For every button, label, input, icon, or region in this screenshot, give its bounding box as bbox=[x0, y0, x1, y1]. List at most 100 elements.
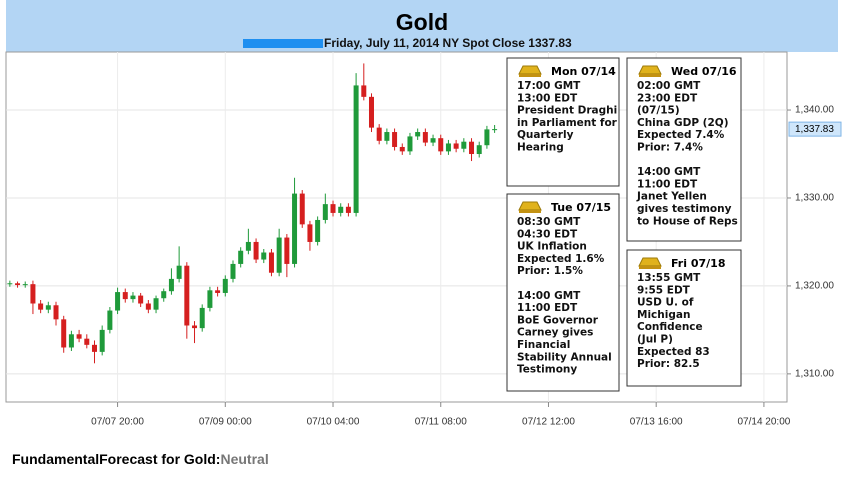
event-box bbox=[626, 57, 742, 242]
event-date: Tue 07/15 bbox=[551, 201, 611, 214]
plot-frame bbox=[5, 51, 788, 403]
event-line: China GDP (2Q) bbox=[637, 117, 729, 129]
event-date: Fri 07/18 bbox=[671, 257, 725, 270]
gold-icon bbox=[518, 65, 542, 77]
candle-body bbox=[399, 146, 405, 152]
candle-body bbox=[430, 138, 436, 143]
candle-body bbox=[453, 143, 459, 149]
candle-body bbox=[484, 129, 490, 146]
candle-body bbox=[268, 252, 274, 273]
candle-body bbox=[284, 237, 290, 264]
candle-body bbox=[376, 127, 382, 141]
candle-body bbox=[407, 136, 413, 152]
event-line: 04:30 EDT bbox=[517, 228, 578, 240]
candle-body bbox=[438, 138, 444, 152]
y-tick-label: 1,320.00 bbox=[795, 281, 834, 292]
y-tick-label: 1,310.00 bbox=[795, 368, 834, 379]
candle-body bbox=[238, 250, 244, 264]
candle-body bbox=[192, 325, 198, 329]
candle-body bbox=[253, 241, 259, 260]
candle-body bbox=[176, 265, 182, 279]
candle-body bbox=[15, 283, 21, 286]
candle-body bbox=[115, 292, 121, 311]
event-box bbox=[626, 249, 742, 387]
candle-body bbox=[161, 291, 167, 299]
event-date: Mon 07/14 bbox=[551, 65, 616, 78]
event-box bbox=[506, 193, 620, 392]
chart: Gold Friday, July 11, 2014 NY Spot Close… bbox=[5, 0, 842, 428]
event-line: 23:00 EDT bbox=[637, 92, 698, 104]
header-band bbox=[6, 0, 838, 52]
event-line: Expected 1.6% bbox=[517, 253, 605, 265]
candle-body bbox=[122, 292, 128, 300]
chart-subtitle: Friday, July 11, 2014 NY Spot Close 1337… bbox=[324, 36, 572, 50]
candle-body bbox=[445, 143, 451, 152]
candle-body bbox=[292, 193, 298, 264]
candle-body bbox=[345, 206, 351, 213]
event-line: Prior: 82.5 bbox=[637, 358, 700, 370]
x-tick-label: 07/07 20:00 bbox=[91, 417, 144, 428]
event-line: in Parliament for bbox=[517, 117, 618, 129]
event-line: 13:00 EDT bbox=[517, 92, 578, 104]
gold-icon bbox=[518, 201, 542, 213]
event-line: Michigan bbox=[637, 309, 690, 321]
event-line: Janet Yellen bbox=[636, 191, 707, 203]
gold-bar bbox=[638, 65, 662, 75]
candle-body bbox=[68, 334, 74, 348]
x-tick-label: 07/09 00:00 bbox=[199, 417, 252, 428]
candle-body bbox=[299, 193, 305, 225]
event-line: 08:30 GMT bbox=[517, 216, 581, 228]
event-line: Financial bbox=[517, 339, 570, 351]
event-line: (07/15) bbox=[637, 105, 680, 117]
candle-body bbox=[230, 263, 236, 279]
candle-body bbox=[168, 278, 174, 292]
event-line: BoE Governor bbox=[517, 314, 599, 326]
event-date: Wed 07/16 bbox=[671, 65, 737, 78]
candle-body bbox=[315, 219, 321, 242]
footer-value: Neutral bbox=[220, 451, 269, 467]
event-line: 02:00 GMT bbox=[637, 80, 701, 92]
candle-body bbox=[130, 295, 136, 300]
event-line: 9:55 EDT bbox=[637, 284, 691, 296]
event-line: (Jul P) bbox=[637, 334, 673, 346]
x-tick-label: 07/14 20:00 bbox=[738, 417, 791, 428]
candle-body bbox=[76, 334, 82, 339]
gold-bar bbox=[519, 210, 541, 213]
candle-body bbox=[215, 290, 221, 293]
candle-body bbox=[353, 85, 359, 213]
redaction bbox=[243, 39, 323, 48]
event-line: 14:00 GMT bbox=[517, 290, 581, 302]
event-line: Carney gives bbox=[517, 327, 593, 339]
candle-body bbox=[330, 204, 336, 213]
candle-body bbox=[184, 265, 190, 326]
event-line: Testimony bbox=[517, 364, 577, 376]
x-tick-label: 07/10 04:00 bbox=[307, 417, 360, 428]
y-tick-label: 1,340.00 bbox=[795, 105, 834, 116]
candle-body bbox=[276, 237, 282, 273]
candle-body bbox=[138, 295, 144, 304]
candle-body bbox=[461, 141, 467, 149]
candle-body bbox=[469, 141, 475, 155]
gold-bar bbox=[518, 65, 542, 75]
gold-icon bbox=[638, 65, 662, 77]
candle-body bbox=[61, 319, 67, 348]
event-line: Hearing bbox=[517, 142, 564, 154]
event-line: Expected 83 bbox=[637, 346, 710, 358]
event-line: Expected 7.4% bbox=[637, 129, 725, 141]
event-line: Stability Annual bbox=[517, 351, 612, 363]
candle-body bbox=[199, 307, 205, 329]
gold-bar bbox=[518, 201, 542, 211]
candle-body bbox=[22, 284, 28, 286]
last-price-label: 1,337.83 bbox=[795, 124, 834, 135]
candle-body bbox=[30, 284, 36, 304]
candle-body bbox=[261, 252, 267, 260]
candle-body bbox=[222, 278, 228, 293]
candle-body bbox=[107, 310, 113, 330]
candle-body bbox=[153, 298, 159, 310]
candle-body bbox=[245, 241, 251, 251]
candle-body bbox=[476, 145, 482, 155]
candle-body bbox=[384, 132, 390, 141]
event-line: 17:00 GMT bbox=[517, 80, 581, 92]
candle-body bbox=[53, 305, 59, 320]
candle-body bbox=[338, 206, 344, 213]
